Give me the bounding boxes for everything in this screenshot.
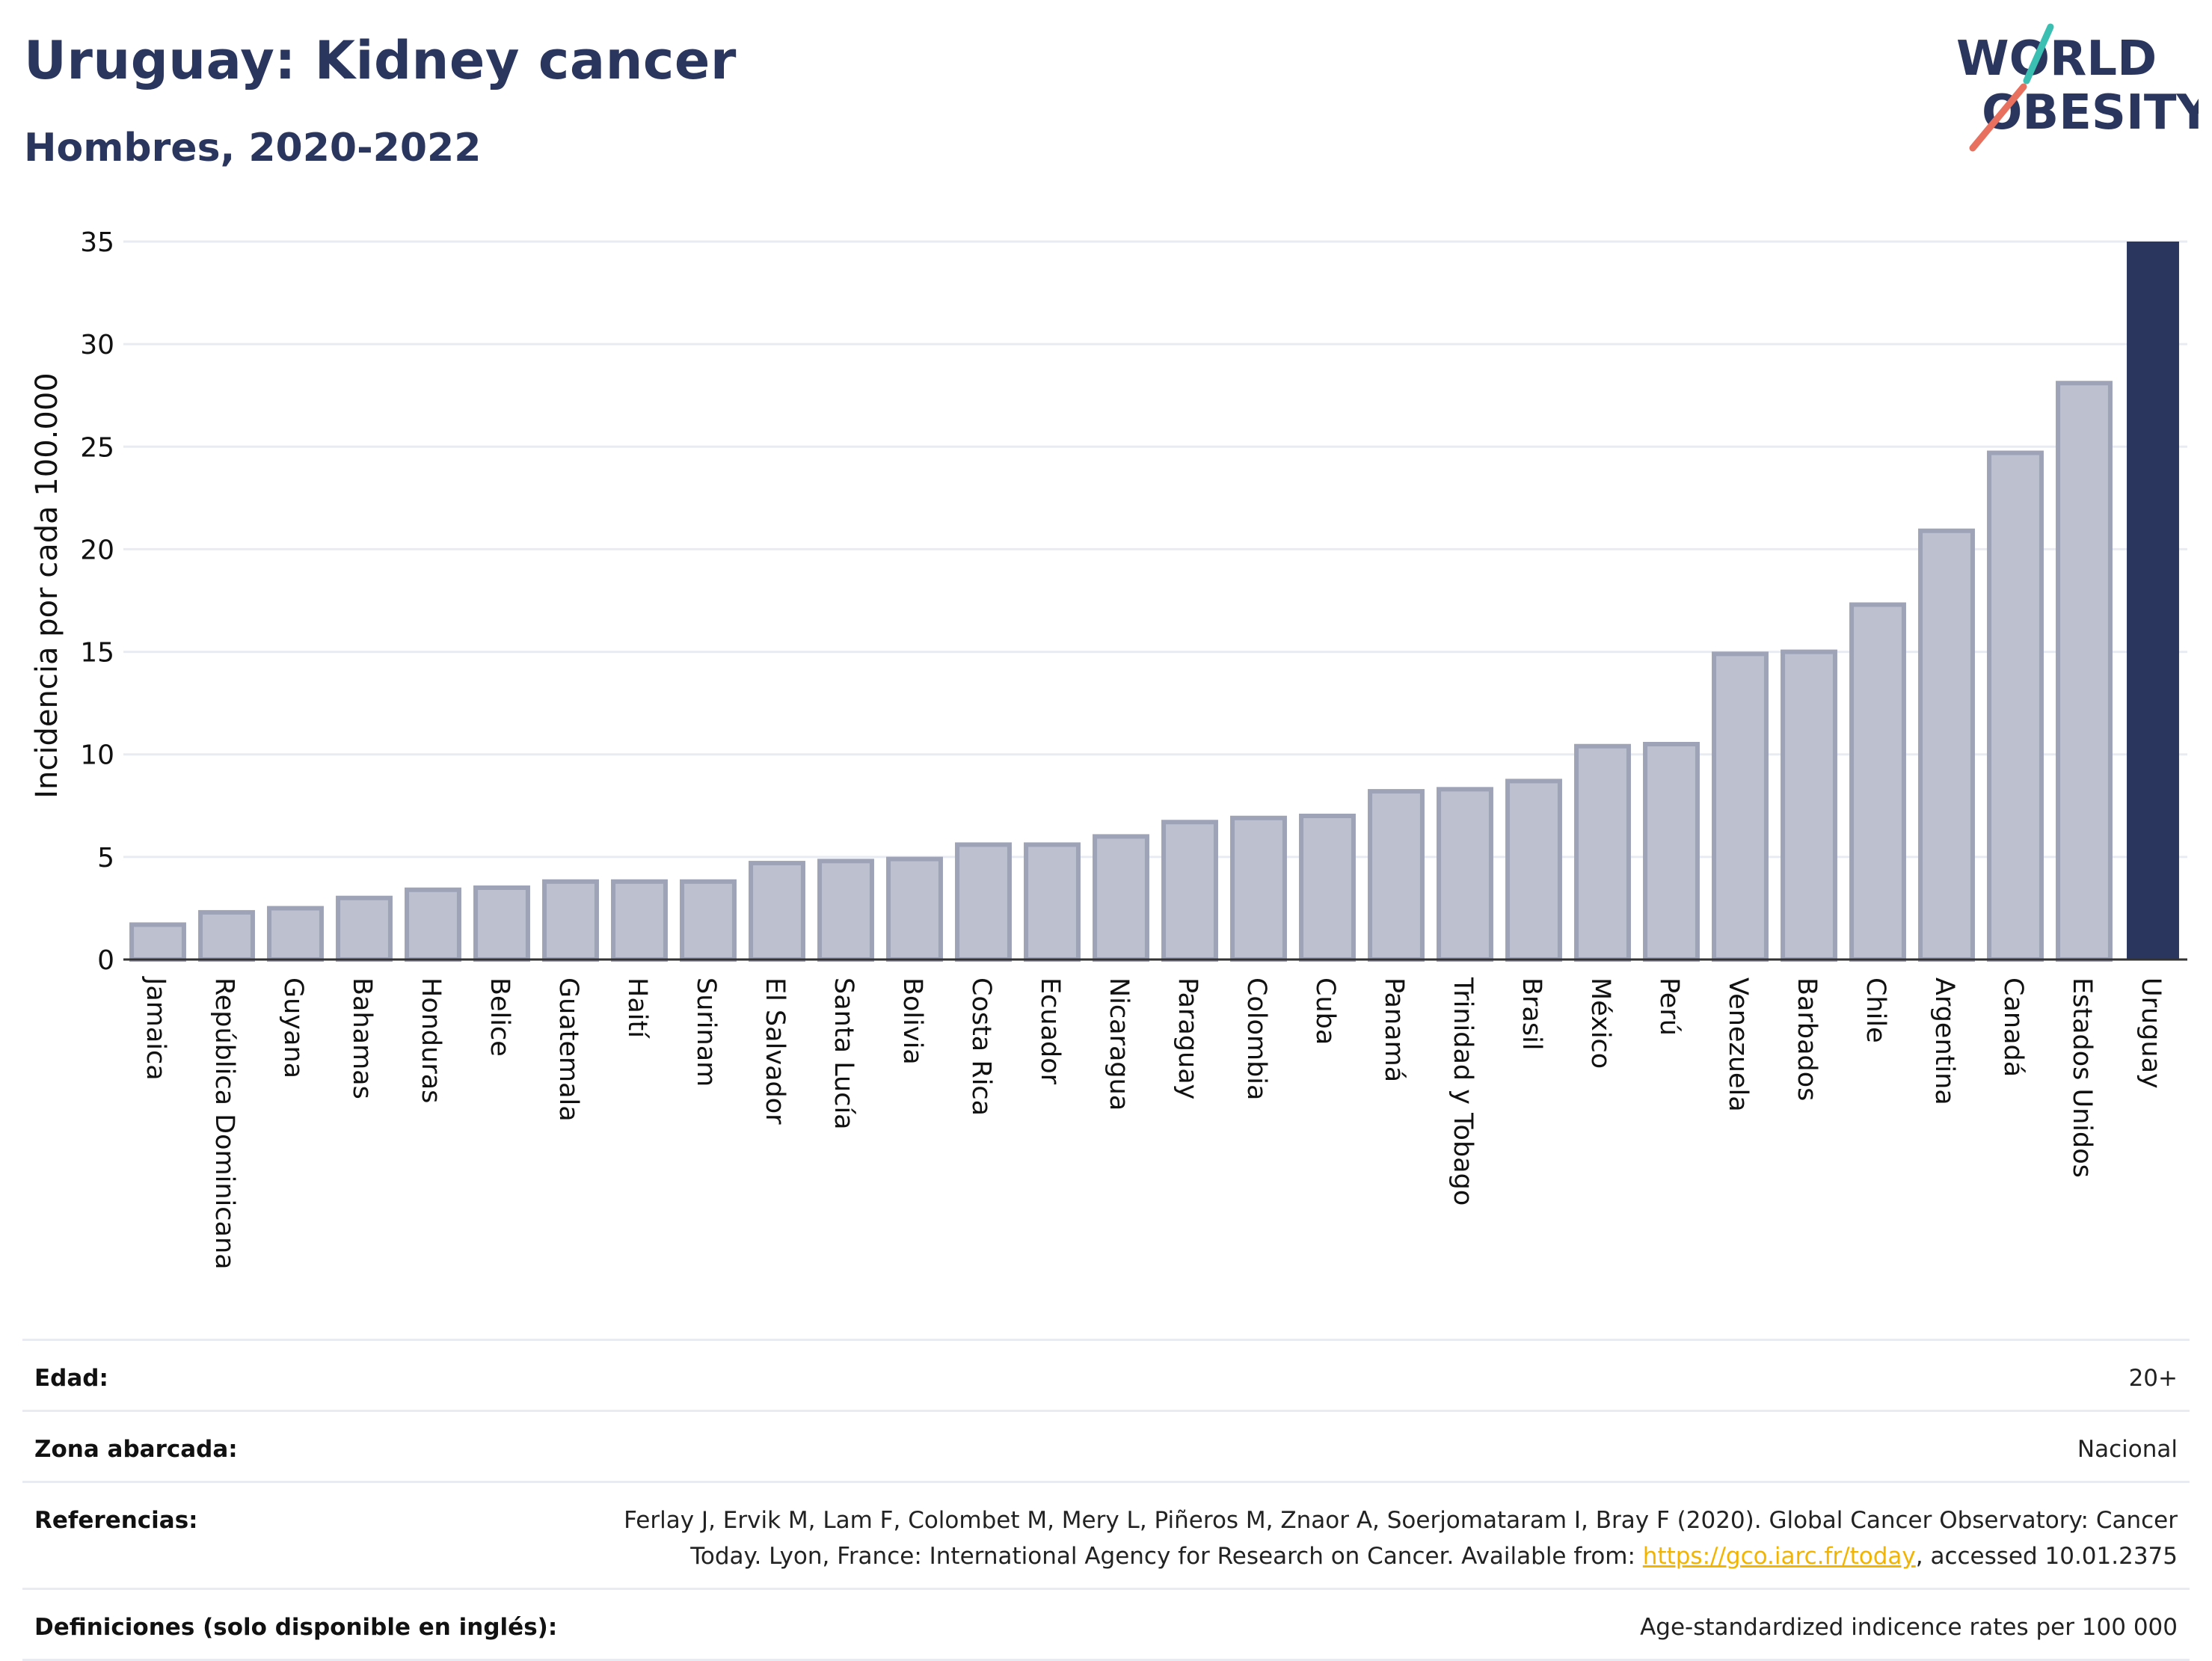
bar (1161, 820, 1218, 962)
x-tick-label: Trinidad y Tobago (1448, 977, 1478, 1206)
bar (1574, 743, 1631, 962)
x-tick-label: Chile (1861, 977, 1890, 1043)
bar (749, 861, 805, 962)
logo-slash-coral (1969, 83, 2027, 152)
bar (886, 856, 943, 962)
x-tick-label: Uruguay (2136, 977, 2166, 1089)
reference-link[interactable]: https://gco.iarc.fr/today (1642, 1543, 1916, 1570)
bar (473, 885, 530, 962)
bar (1918, 528, 1975, 962)
x-tick-label: Bolivia (897, 977, 927, 1065)
x-tick-label: Panamá (1379, 977, 1409, 1082)
chart-subtitle: Hombres, 2020-2022 (24, 126, 482, 171)
meta-row-references: Referencias: Ferlay J, Ervik M, Lam F, C… (22, 1481, 2190, 1588)
chart-title: Uruguay: Kidney cancer (24, 30, 737, 91)
x-axis-labels: Jamaica República Dominicana Guyana Bahamas… (141, 976, 2166, 1270)
y-tick-label: 25 (80, 432, 114, 463)
bar (1093, 834, 1149, 962)
x-tick-label: Ecuador (1035, 977, 1065, 1085)
x-tick-label: Perú (1654, 977, 1684, 1036)
logo-text-world: WORLD (1956, 31, 2157, 87)
bar (542, 879, 599, 962)
x-tick-label: Surinam (691, 977, 721, 1087)
x-tick-label: Paraguay (1173, 977, 1202, 1099)
meta-label-references: Referencias: (34, 1507, 198, 1534)
bar (1505, 779, 1562, 962)
meta-value-area: Nacional (2077, 1436, 2178, 1463)
bar (1987, 450, 2044, 962)
meta-value-age: 20+ (2128, 1365, 2178, 1392)
bar-highlighted (2127, 242, 2179, 960)
x-tick-label: Argentina (1929, 977, 1959, 1105)
gridlines (123, 240, 2187, 859)
bar (1781, 649, 1837, 962)
x-tick-label: Guatemala (553, 977, 583, 1122)
meta-row-definitions: Definiciones (solo disponible en inglés)… (22, 1588, 2190, 1661)
y-tick-label: 5 (97, 843, 114, 874)
meta-row-age: Edad: 20+ (22, 1339, 2190, 1410)
x-tick-label: México (1585, 977, 1615, 1069)
bar (1024, 842, 1081, 962)
x-tick-label: Brasil (1517, 977, 1546, 1051)
x-tick-label: Estados Unidos (2067, 977, 2097, 1178)
bar (1849, 602, 1906, 962)
metadata-table: Edad: 20+ Zona abarcada: Nacional Refere… (22, 1339, 2190, 1661)
bar (1299, 814, 1356, 962)
y-tick-label: 15 (80, 638, 114, 669)
x-tick-label: Jamaica (141, 976, 170, 1081)
x-tick-label: El Salvador (760, 977, 790, 1125)
x-tick-label: Santa Lucía (829, 977, 858, 1130)
meta-label-definitions: Definiciones (solo disponible en inglés)… (34, 1614, 558, 1641)
meta-label-age: Edad: (34, 1365, 108, 1392)
bar (817, 859, 874, 962)
y-tick-label: 35 (80, 227, 114, 258)
x-tick-label: Honduras (416, 977, 446, 1103)
x-tick-label: Bahamas (347, 977, 377, 1099)
x-tick-label: Nicaragua (1104, 977, 1134, 1111)
x-tick-label: Guyana (278, 977, 308, 1078)
bar (955, 842, 1012, 962)
bar (405, 887, 461, 962)
y-tick-label: 10 (80, 740, 114, 771)
x-tick-label: Venezuela (1723, 977, 1753, 1112)
bar (267, 906, 324, 962)
y-axis-label: Incidencia por cada 100.000 (30, 372, 64, 799)
x-tick-label: Belice (485, 977, 514, 1057)
reference-accessed: , accessed 10.01.2375 (1915, 1543, 2178, 1570)
x-tick-label: Cuba (1310, 977, 1340, 1045)
bar (1712, 651, 1769, 962)
y-tick-label: 30 (80, 330, 114, 360)
bar (680, 879, 737, 962)
bar (336, 895, 393, 962)
meta-value-references: Ferlay J, Ervik M, Lam F, Colombet M, Me… (547, 1502, 2178, 1574)
x-tick-label: Haití (622, 977, 652, 1039)
bar (1230, 815, 1287, 962)
y-tick-label: 20 (80, 535, 114, 565)
y-tick-label: 0 (97, 945, 114, 976)
x-tick-label: Canadá (1998, 977, 2028, 1077)
bar (2056, 381, 2113, 962)
reference-text: Ferlay J, Ervik M, Lam F, Colombet M, Me… (624, 1507, 2178, 1570)
x-tick-label: Colombia (1241, 977, 1271, 1100)
bar (129, 922, 186, 962)
meta-value-definitions: Age-standardized indicence rates per 100… (1640, 1614, 2178, 1641)
bar (611, 879, 668, 962)
bar (1368, 789, 1425, 962)
bar (198, 909, 255, 962)
world-obesity-logo: WORLD OBESITY (1956, 23, 2199, 152)
logo-slash-teal (2023, 23, 2054, 85)
meta-row-area: Zona abarcada: Nacional (22, 1410, 2190, 1481)
x-tick-label: Costa Rica (966, 977, 996, 1116)
y-axis-ticks: 0 5 10 15 20 25 30 35 (80, 227, 114, 976)
bar (1437, 787, 1493, 962)
x-tick-label: Barbados (1792, 977, 1822, 1101)
bar-chart: 0 5 10 15 20 25 30 35 Jamaica República Dominica… (30, 227, 2187, 1270)
bars (129, 242, 2179, 962)
meta-label-area: Zona abarcada: (34, 1436, 238, 1463)
x-tick-label: República Dominicana (209, 977, 239, 1270)
bar (1643, 742, 1700, 962)
